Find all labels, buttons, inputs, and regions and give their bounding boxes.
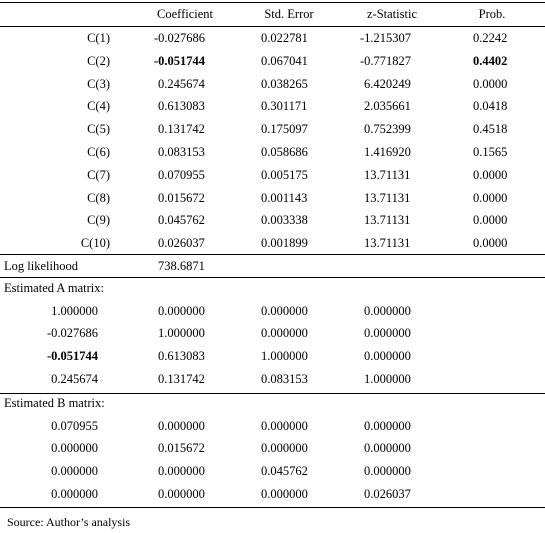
- coef-value: 0.131742: [158, 122, 205, 137]
- coef-value: -0.027686: [154, 31, 206, 45]
- matrix-a-cell: 0.000000: [364, 349, 411, 364]
- matrix-b-cell: 0.026037: [364, 486, 411, 501]
- matrix-a-cell: 1.000000: [158, 326, 205, 341]
- bottom-rule: [0, 507, 545, 508]
- z-value: 13.71131: [364, 213, 411, 228]
- matrix-b-cell: 0.000000: [51, 441, 98, 456]
- coef-value: 0.245674: [158, 76, 205, 91]
- top-rule: [0, 2, 545, 3]
- coef-label: C(8): [87, 190, 110, 205]
- matrix-b-cell: 0.070955: [51, 418, 98, 433]
- coef-label: C(3): [87, 76, 110, 91]
- matrix-a-title: Estimated A matrix:: [4, 281, 104, 295]
- matrix-a-rule: [0, 393, 545, 394]
- coef-value: 0.026037: [158, 236, 205, 251]
- prob-value: 0.0000: [473, 167, 508, 182]
- log-likelihood-rule: [0, 277, 545, 278]
- coef-label: C(6): [87, 145, 110, 159]
- prob-value: 0.4518: [473, 122, 508, 137]
- source-note: Source: Author’s analysis: [7, 515, 131, 529]
- header-prob-: Prob.: [478, 7, 506, 21]
- header-std-error: Std. Error: [264, 7, 314, 21]
- z-value: 13.71131: [364, 236, 411, 251]
- matrix-a-cell: 0.000000: [158, 303, 205, 318]
- matrix-b-cell: 0.000000: [261, 441, 308, 456]
- matrix-b-cell: 0.015672: [158, 441, 205, 456]
- matrix-a-cell: 0.083153: [261, 371, 308, 386]
- matrix-b-cell: 0.045762: [261, 464, 308, 479]
- header-rule: [0, 26, 545, 27]
- coef-label: C(1): [87, 31, 110, 45]
- header-z-statistic: z-Statistic: [367, 7, 417, 21]
- coef-value: 0.070955: [158, 167, 205, 182]
- z-value: 6.420249: [364, 76, 411, 91]
- se-value: 0.301171: [261, 99, 308, 114]
- coef-label: C(9): [87, 213, 110, 228]
- matrix-a-cell: 0.000000: [261, 303, 308, 318]
- matrix-a-cell: 0.000000: [261, 326, 308, 341]
- coef-value: -0.051744: [154, 53, 206, 68]
- coef-label: C(2): [87, 53, 110, 68]
- matrix-b-cell: 0.000000: [51, 486, 98, 501]
- matrix-b-cell: 0.000000: [158, 418, 205, 433]
- log-likelihood-value: 738.6871: [158, 259, 205, 273]
- matrix-b-cell: 0.000000: [364, 441, 411, 456]
- se-value: 0.058686: [261, 145, 308, 159]
- coef-value: 0.045762: [158, 213, 205, 228]
- z-value: -0.771827: [360, 53, 412, 68]
- se-value: 0.001143: [261, 190, 308, 205]
- matrix-a-cell: 0.000000: [364, 303, 411, 318]
- se-value: 0.175097: [261, 122, 308, 137]
- prob-value: 0.1565: [473, 145, 508, 159]
- matrix-a-cell: -0.051744: [46, 349, 98, 364]
- se-value: 0.003338: [261, 213, 308, 228]
- matrix-a-cell: 0.613083: [158, 349, 205, 364]
- coef-value: 0.015672: [158, 190, 205, 205]
- coef-label: C(5): [87, 122, 110, 137]
- matrix-b-cell: 0.000000: [158, 464, 205, 479]
- matrix-b-cell: 0.000000: [364, 418, 411, 433]
- prob-value: 0.4402: [473, 53, 508, 68]
- z-value: 2.035661: [364, 99, 411, 114]
- z-value: 13.71131: [364, 190, 411, 205]
- se-value: 0.022781: [261, 31, 308, 45]
- se-value: 0.038265: [261, 76, 308, 91]
- prob-value: 0.0418: [473, 99, 508, 114]
- se-value: 0.067041: [261, 53, 308, 68]
- log-likelihood-label: Log likelihood: [4, 259, 78, 273]
- matrix-a-cell: 0.000000: [364, 326, 411, 341]
- coef-label: C(10): [80, 236, 110, 251]
- matrix-b-cell: 0.000000: [261, 418, 308, 433]
- matrix-a-cell: 1.000000: [51, 303, 98, 318]
- matrix-a-cell: 0.245674: [51, 371, 98, 386]
- prob-value: 0.0000: [473, 76, 508, 91]
- header-coefficient: Coefficient: [157, 7, 213, 21]
- prob-value: 0.0000: [473, 213, 508, 228]
- matrix-a-cell: -0.027686: [46, 326, 98, 341]
- coef-bottom-rule: [0, 254, 545, 255]
- z-value: 1.416920: [364, 145, 411, 159]
- matrix-a-cell: 1.000000: [261, 349, 308, 364]
- matrix-b-cell: 0.000000: [158, 486, 205, 501]
- prob-value: 0.0000: [473, 236, 508, 251]
- results-table: Coefficient Std. Error z-Statistic Prob. C(1…: [0, 2, 545, 508]
- coef-value: 0.083153: [158, 145, 205, 159]
- prob-value: 0.2242: [473, 31, 508, 45]
- coef-label: C(4): [87, 99, 110, 114]
- matrix-a-cell: 1.000000: [364, 371, 411, 386]
- coef-label: C(7): [87, 167, 110, 182]
- matrix-b-cell: 0.000000: [261, 486, 308, 501]
- z-value: -1.215307: [360, 31, 412, 45]
- se-value: 0.005175: [261, 167, 308, 182]
- z-value: 13.71131: [364, 167, 411, 182]
- z-value: 0.752399: [364, 122, 411, 137]
- matrix-b-title: Estimated B matrix:: [4, 396, 105, 410]
- prob-value: 0.0000: [473, 190, 508, 205]
- coef-value: 0.613083: [158, 99, 205, 114]
- matrix-b-cell: 0.000000: [51, 464, 98, 479]
- matrix-a-cell: 0.131742: [158, 371, 205, 386]
- se-value: 0.001899: [261, 236, 308, 251]
- matrix-b-cell: 0.000000: [364, 464, 411, 479]
